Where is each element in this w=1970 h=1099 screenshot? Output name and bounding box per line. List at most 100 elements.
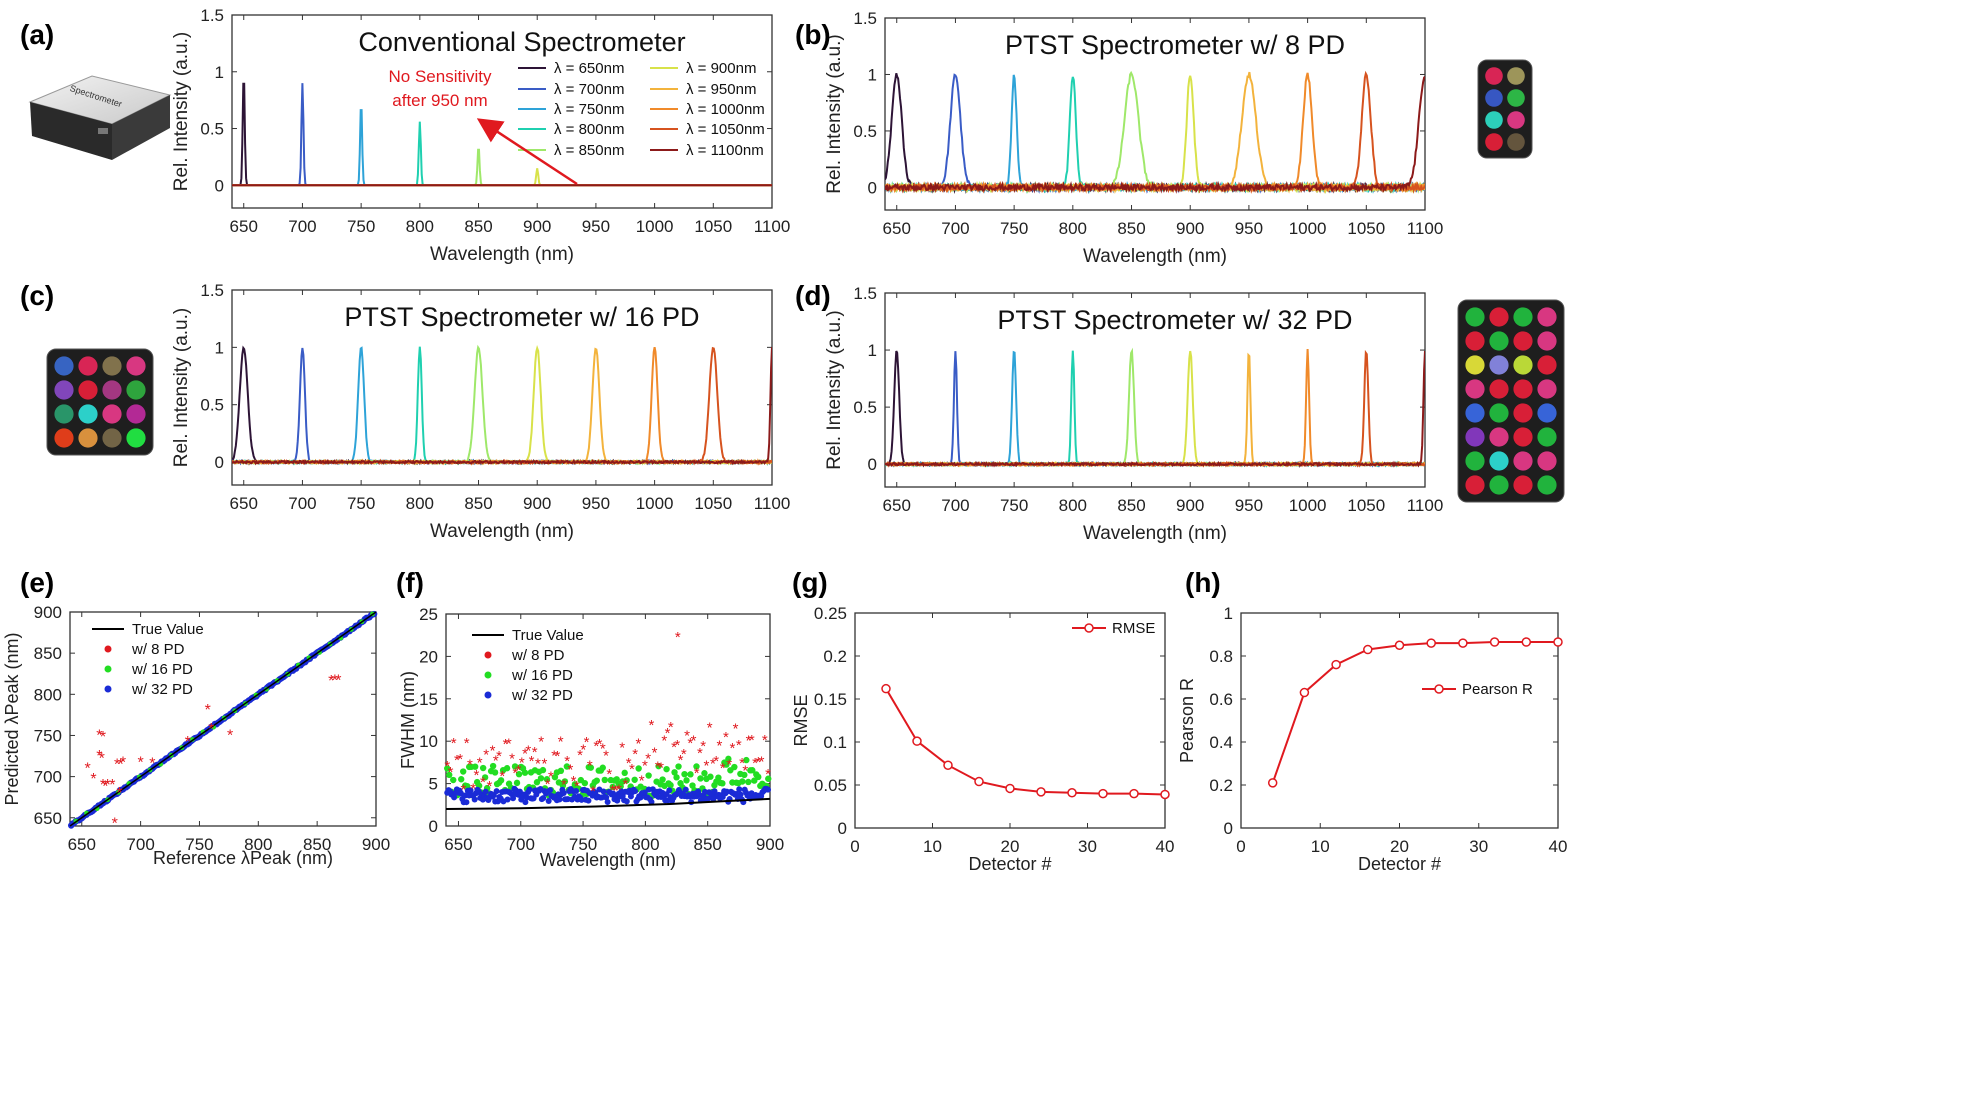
point-8pd: * [328,673,334,690]
y-tick-label: 0.5 [853,122,877,141]
x-tick-label: 1050 [694,217,732,236]
point-16pd [631,776,638,783]
panel-label: (f) [396,567,424,598]
y-axis-label: Rel. Intensity (a.u.) [171,308,192,467]
point-16pd [689,782,696,789]
point-8pd: * [658,760,664,777]
pd-cell [78,404,98,424]
x-tick-label: 850 [464,494,492,513]
point-8pd: * [671,739,677,756]
x-tick-label: 700 [507,835,535,854]
legend-swatch [1434,684,1444,694]
x-tick-label: 650 [230,494,258,513]
x-tick-label: 1050 [1347,496,1385,515]
series-marker [1299,687,1310,698]
point-8pd: * [567,761,573,778]
chart-title: PTST Spectrometer w/ 16 PD [344,302,699,332]
point-16pd [446,771,453,779]
point-16pd [701,770,708,777]
point-32pd [451,794,458,801]
pd-cell [126,356,146,376]
point-8pd: * [574,778,580,795]
point-8pd: * [694,765,700,782]
point-8pd: * [525,743,531,760]
point-16pd [617,783,624,790]
point-16pd [479,764,487,772]
y-tick-label: 0 [1224,819,1233,838]
legend-label: w/ 8 PD [511,647,565,664]
legend-swatch [484,671,492,679]
series-marker [1005,783,1015,794]
point-8pd: * [112,816,118,833]
x-tick-label: 850 [303,835,331,854]
point-8pd: * [648,717,654,734]
pd-cell [1507,89,1525,107]
point-8pd: * [729,740,735,757]
pd-cell [1537,307,1557,327]
panel-d: 650 700 750 800 850 900 950 1000 1050 1100 0 0.5 1 1.… [795,280,1443,544]
point-8pd: * [710,756,716,773]
point-8pd: * [470,781,476,798]
panel-label: (b) [795,19,831,50]
point-16pd [459,768,467,775]
point-8pd: * [109,777,115,794]
point-16pd [621,769,628,777]
series-marker [1067,787,1077,798]
point-8pd: * [571,773,577,790]
point-8pd: * [477,754,483,771]
x-tick-label: 30 [1078,837,1097,856]
point-16pd [635,765,642,772]
panel-a: 650 700 750 800 850 900 950 1000 1050 1100 0 0.5 1 1.… [20,6,790,265]
point-8pd: * [503,736,509,753]
panel-label: (e) [20,567,54,598]
point-8pd: * [519,755,525,772]
x-tick-label: 900 [523,494,551,513]
x-tick-label: 650 [230,217,258,236]
point-16pd [765,775,772,782]
legend-label: λ = 800nm [554,121,624,138]
point-8pd: * [584,734,590,751]
x-tick-label: 950 [1235,496,1263,515]
pd-board [1477,59,1533,159]
point-32pd [736,786,743,793]
point-8pd: * [116,785,122,802]
series-marker [912,736,922,746]
x-tick-label: 900 [1176,219,1204,238]
point-8pd: * [227,727,233,744]
point-8pd: * [759,753,765,770]
point-32pd [632,788,639,795]
point-8pd: * [99,751,105,768]
series-marker [943,760,953,770]
point-8pd: * [736,737,742,754]
panel-label: (h) [1185,567,1221,598]
point-8pd: * [590,783,596,800]
x-tick-label: 700 [288,217,316,236]
x-tick-label: 800 [1059,219,1087,238]
legend-swatch [1084,623,1094,633]
pd-cell [78,428,98,448]
x-tick-label: 750 [1000,219,1028,238]
y-tick-label: 1 [215,63,224,82]
x-tick-label: 850 [464,217,492,236]
point-8pd: * [558,734,564,751]
point-8pd: * [516,762,522,779]
point-16pd [450,776,457,784]
pd-cell [1513,427,1533,447]
x-tick-label: 750 [347,217,375,236]
point-8pd: * [610,782,616,799]
legend-label: w/ 8 PD [131,641,185,658]
x-axis-label: Wavelength (nm) [1083,523,1227,544]
plot-frame [884,17,1426,211]
point-16pd [659,776,666,783]
pd-cell [102,404,122,424]
point-8pd: * [473,767,479,784]
series-marker [1267,778,1278,788]
point-32pd [603,794,610,801]
point-8pd: * [580,742,586,759]
point-16pd [725,755,732,763]
point-8pd: * [532,744,538,761]
point-16pd [645,772,652,779]
point-8pd: * [335,672,341,689]
panel-b: 650 700 750 800 850 900 950 1000 1050 1100 0 0.5 1 1.… [795,9,1443,267]
